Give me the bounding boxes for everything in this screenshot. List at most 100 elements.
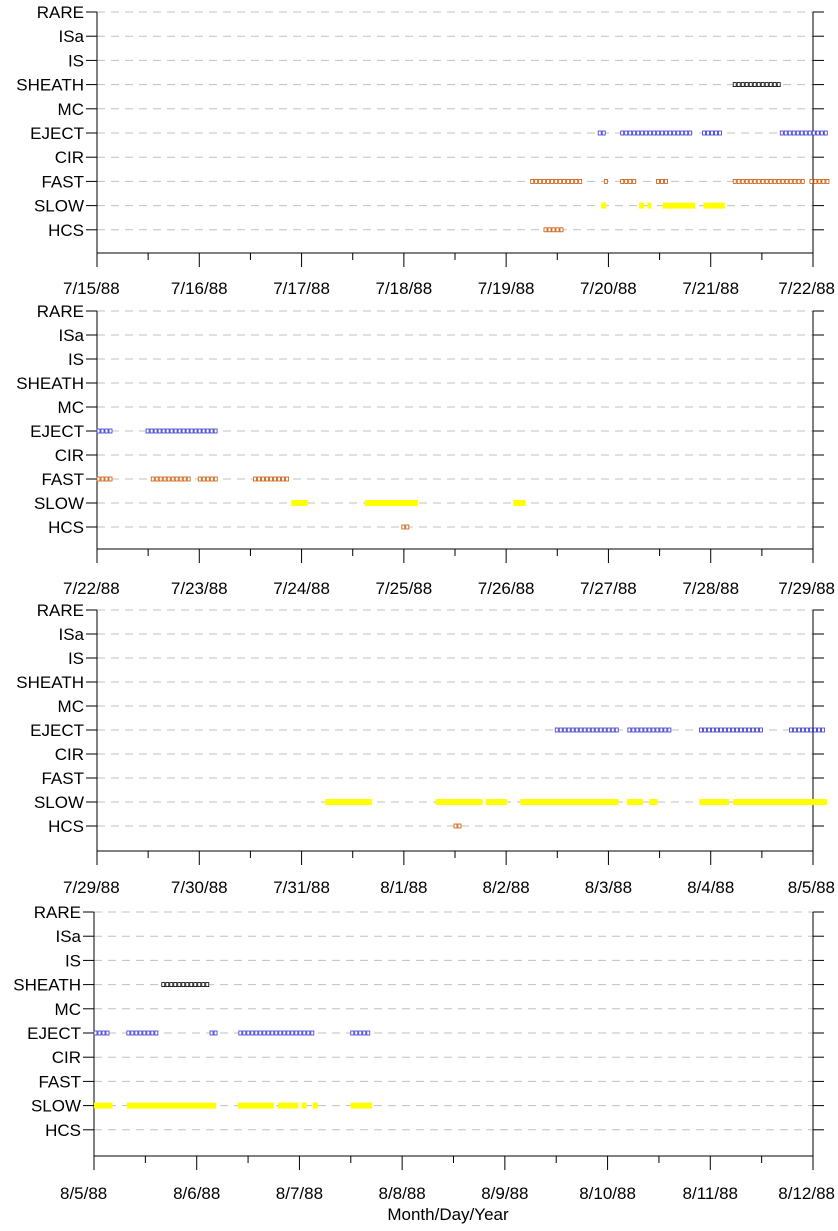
interval-eject [789,727,825,733]
interval-marker [189,982,194,987]
interval-marker [186,476,191,482]
date-label: 7/22/88 [63,579,120,598]
interval-marker [562,178,567,184]
interval-marker [800,178,805,184]
interval-marker [644,130,649,136]
interval-marker [354,1030,359,1036]
interval-marker [743,727,747,733]
interval-marker [154,476,159,482]
interval-slow [520,799,619,805]
date-label: 8/12/88 [778,1184,835,1203]
interval-marker [787,130,792,136]
category-label-sheath: SHEATH [16,76,84,95]
interval-marker [100,476,105,482]
interval-marker [542,178,547,184]
interval-marker [805,727,809,733]
interval-marker [718,130,722,136]
category-label-slow: SLOW [31,1097,81,1116]
interval-marker [606,727,611,733]
interval-marker [643,727,648,733]
interval-marker [736,82,741,87]
interval-marker [185,982,190,987]
interval-marker [752,82,757,87]
interval-eject [597,130,606,136]
category-label-eject: EJECT [30,721,84,740]
interval-marker [173,428,178,434]
interval-marker [776,178,781,184]
interval-marker [632,130,637,136]
interval-eject [145,428,218,434]
interval-marker [603,178,608,184]
interval-marker [639,727,644,733]
interval-marker [803,130,808,136]
interval-marker [158,476,163,482]
category-label-eject: EJECT [30,422,84,441]
interval-marker [282,1030,287,1036]
interval-marker [570,178,575,184]
interval-eject [779,130,828,136]
interval-fast [603,178,608,184]
interval-marker [97,1030,102,1036]
interval-marker [366,1030,371,1036]
interval-marker [169,982,174,987]
category-label-isa: ISa [58,326,84,345]
interval-marker [201,982,206,987]
date-label: 7/22/88 [778,279,835,298]
interval-slow [649,799,658,805]
interval-marker [100,428,105,434]
x-axis-label: Month/Day/Year [387,1205,509,1224]
interval-marker [825,178,830,184]
interval-marker [105,1030,110,1036]
interval-marker [760,82,765,87]
date-label: 7/30/88 [171,878,228,897]
interval-marker [555,227,560,233]
interval-marker [764,178,769,184]
interval-marker [664,130,669,136]
interval-marker [752,178,757,184]
interval-marker [707,727,711,733]
interval-marker [590,727,595,733]
interval-marker [453,823,458,829]
interval-marker [815,130,820,136]
interval-slow [601,202,607,209]
interval-marker [735,727,739,733]
interval-marker [302,1030,307,1036]
interval-marker [101,1030,106,1036]
interval-marker [755,727,759,733]
interval-marker [748,82,753,87]
interval-marker [578,178,583,184]
date-label: 7/27/88 [580,579,637,598]
date-label: 8/5/88 [60,1184,107,1203]
interval-marker [651,727,656,733]
category-label-eject: EJECT [30,124,84,143]
interval-marker [182,476,187,482]
interval-marker [656,178,660,184]
date-label: 8/1/88 [380,878,427,897]
interval-marker [298,1030,303,1036]
interval-hcs [543,227,564,233]
interval-marker [663,727,668,733]
interval-marker [242,1030,247,1036]
date-label: 8/2/88 [483,878,530,897]
interval-marker [817,178,822,184]
interval-marker [821,727,825,733]
interval-marker [723,727,727,733]
interval-slow [126,1102,217,1109]
category-label-sheath: SHEATH [16,673,84,692]
interval-marker [715,727,719,733]
interval-marker [93,1030,98,1036]
interval-marker [559,227,564,233]
interval-marker [779,130,784,136]
interval-marker [656,130,661,136]
interval-marker [157,428,162,434]
interval-marker [161,428,166,434]
interval-marker [667,727,672,733]
interval-fast [530,178,583,184]
interval-fast [197,476,218,482]
interval-marker [740,82,745,87]
interval-marker [238,1030,243,1036]
interval-marker [799,130,804,136]
interval-marker [96,476,101,482]
interval-marker [285,476,289,482]
